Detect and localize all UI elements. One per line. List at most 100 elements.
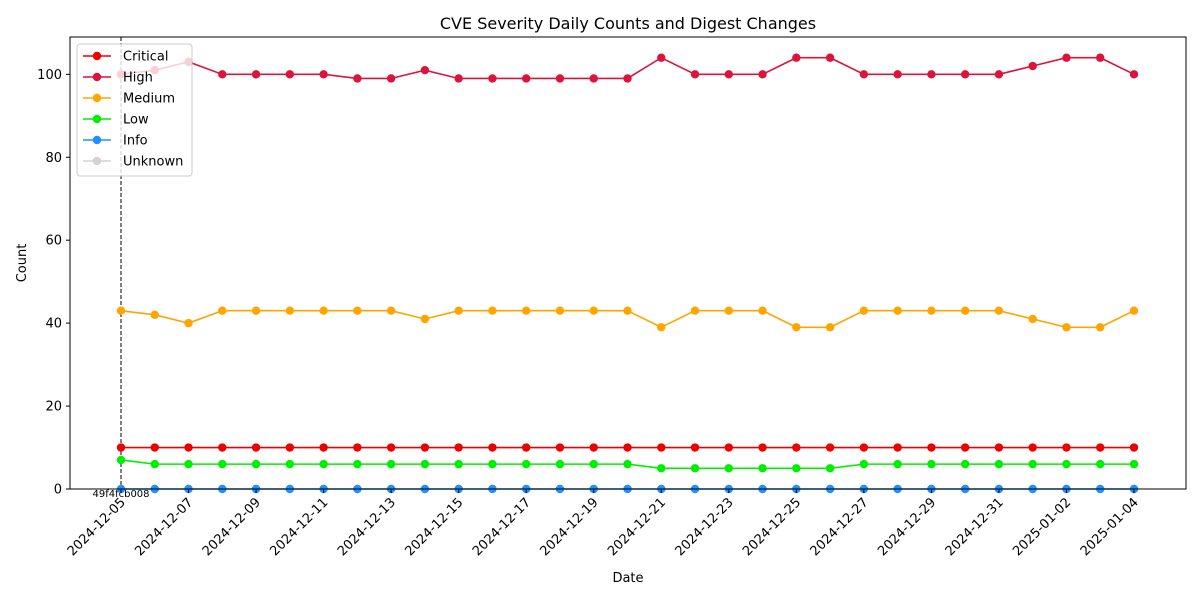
data-point bbox=[994, 459, 1004, 469]
data-point bbox=[251, 443, 261, 452]
data-point bbox=[420, 459, 430, 469]
data-point bbox=[623, 306, 632, 315]
data-point bbox=[859, 306, 869, 315]
legend-marker bbox=[92, 93, 102, 103]
legend-item-info: Info bbox=[83, 134, 148, 149]
y-tick-label: 20 bbox=[45, 400, 62, 415]
data-point bbox=[960, 459, 970, 469]
data-point bbox=[960, 306, 970, 315]
series-low bbox=[116, 455, 1139, 473]
data-point bbox=[386, 306, 396, 315]
data-point bbox=[1028, 443, 1037, 452]
y-tick-label: 0 bbox=[54, 483, 62, 498]
data-point bbox=[758, 306, 767, 315]
data-point bbox=[555, 306, 565, 315]
data-point bbox=[589, 443, 598, 452]
data-point bbox=[657, 443, 666, 452]
data-point bbox=[589, 459, 598, 469]
data-point bbox=[218, 70, 227, 79]
data-point bbox=[184, 459, 193, 469]
legend-label: Low bbox=[123, 113, 149, 128]
x-tick-label: 2024-12-27 bbox=[808, 495, 872, 559]
data-point bbox=[454, 459, 463, 469]
data-point bbox=[994, 306, 1004, 315]
series-medium bbox=[116, 306, 1139, 332]
data-point bbox=[522, 74, 531, 83]
data-point bbox=[792, 53, 801, 62]
data-point bbox=[657, 464, 666, 473]
data-point bbox=[386, 459, 396, 469]
data-point bbox=[319, 70, 328, 79]
data-point bbox=[657, 53, 666, 62]
y-tick-label: 100 bbox=[37, 68, 62, 83]
data-point bbox=[657, 323, 666, 332]
legend-item-medium: Medium bbox=[83, 92, 175, 107]
chart-title: CVE Severity Daily Counts and Digest Cha… bbox=[440, 14, 816, 33]
data-point bbox=[724, 70, 733, 79]
data-point bbox=[994, 443, 1004, 452]
legend-label: Unknown bbox=[123, 155, 183, 170]
data-point bbox=[319, 459, 328, 469]
legend: Critical High Medium Low Info Unknown bbox=[76, 43, 193, 177]
data-point bbox=[690, 464, 700, 473]
x-tick-label: 2024-12-19 bbox=[538, 495, 602, 559]
data-point bbox=[758, 464, 767, 473]
x-axis-label: Date bbox=[612, 571, 643, 586]
data-point bbox=[454, 74, 463, 83]
data-point bbox=[386, 74, 396, 83]
x-tick-label: 2024-12-17 bbox=[470, 495, 534, 559]
x-tick-label: 2024-12-21 bbox=[605, 495, 669, 559]
data-point bbox=[1096, 53, 1105, 62]
legend-label: Info bbox=[123, 134, 148, 149]
data-point bbox=[1129, 459, 1139, 469]
data-point bbox=[758, 443, 767, 452]
data-point bbox=[420, 314, 430, 324]
legend-marker bbox=[92, 114, 102, 124]
legend-item-high: High bbox=[83, 71, 153, 86]
data-point bbox=[251, 306, 261, 315]
x-tick-label: 2024-12-23 bbox=[673, 495, 737, 559]
data-point bbox=[555, 74, 565, 83]
data-point bbox=[488, 443, 497, 452]
data-point bbox=[893, 459, 902, 469]
data-point bbox=[251, 459, 261, 469]
legend-item-unknown: Unknown bbox=[83, 155, 183, 170]
legend-marker bbox=[92, 135, 102, 145]
legend-item-low: Low bbox=[83, 113, 149, 128]
data-point bbox=[960, 443, 970, 452]
y-axis-label: Count bbox=[15, 244, 30, 283]
y-tick-label: 80 bbox=[45, 151, 62, 166]
series-critical bbox=[116, 443, 1139, 452]
data-point bbox=[353, 443, 362, 452]
data-point bbox=[994, 70, 1004, 79]
data-point bbox=[319, 306, 328, 315]
data-point bbox=[927, 459, 936, 469]
data-point bbox=[623, 74, 632, 83]
data-point bbox=[825, 443, 835, 452]
data-point bbox=[116, 455, 126, 465]
data-point bbox=[1062, 53, 1071, 62]
data-point bbox=[1129, 70, 1139, 79]
data-point bbox=[522, 459, 531, 469]
data-point bbox=[218, 306, 227, 315]
x-tick-label: 2024-12-13 bbox=[335, 495, 399, 559]
data-point bbox=[589, 74, 598, 83]
legend-marker bbox=[92, 72, 102, 82]
data-point bbox=[893, 443, 902, 452]
data-point bbox=[184, 318, 193, 328]
legend-marker bbox=[92, 156, 102, 166]
data-point bbox=[859, 459, 869, 469]
data-point bbox=[150, 310, 159, 320]
axes-frame bbox=[69, 36, 1187, 490]
data-point bbox=[690, 70, 700, 79]
annotation-label: 49f4fcb008 bbox=[92, 489, 149, 500]
data-point bbox=[1096, 443, 1105, 452]
x-tick-label: 2025-01-02 bbox=[1010, 495, 1074, 559]
x-tick-label: 2024-12-11 bbox=[267, 495, 331, 559]
data-point bbox=[927, 306, 936, 315]
data-point bbox=[1096, 459, 1105, 469]
data-point bbox=[353, 74, 362, 83]
data-point bbox=[960, 70, 970, 79]
legend-item-critical: Critical bbox=[83, 50, 168, 65]
x-tick-label: 2024-12-25 bbox=[740, 495, 804, 559]
